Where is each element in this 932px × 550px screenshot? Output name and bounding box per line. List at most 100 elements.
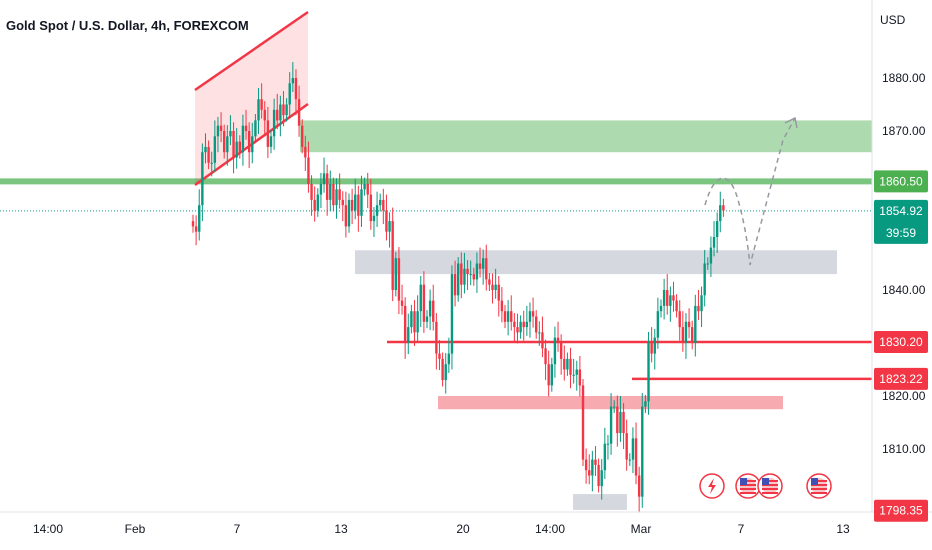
price-tag [874, 499, 928, 522]
candle-body [641, 406, 644, 497]
candle-body [678, 311, 681, 328]
candle-body [578, 369, 582, 386]
candle-body [653, 337, 656, 354]
candle-body [616, 406, 619, 434]
price-tag-label: 1830.20 [879, 335, 923, 349]
candle-body [463, 268, 466, 285]
price-tick-label: 1840.00 [882, 283, 926, 297]
price-tag [874, 330, 928, 353]
candle-body [722, 205, 725, 211]
candle-body [581, 385, 585, 460]
candle-body [675, 300, 678, 312]
candle-body [547, 364, 550, 386]
price-tag [874, 170, 928, 193]
candle-body [556, 337, 560, 343]
support-zone-gray [355, 250, 837, 275]
candle-body [681, 327, 685, 343]
demand-zone-pink [438, 396, 783, 410]
candle-body [332, 184, 335, 206]
candle-body [198, 205, 201, 232]
candle-body [606, 443, 610, 445]
candle-body [559, 343, 563, 359]
price-tick-label: 1820.00 [882, 389, 926, 403]
candle-body [410, 311, 413, 328]
candle-body [297, 99, 301, 126]
countdown-label: 39:59 [886, 226, 916, 240]
candle-body [382, 199, 385, 211]
candle-body [553, 337, 557, 365]
candle-body [500, 300, 504, 312]
candle-body [472, 274, 475, 280]
candle-body [659, 305, 663, 312]
candle-body [460, 263, 463, 285]
candle-body [385, 210, 388, 232]
projection-path [704, 117, 796, 266]
flag-canton [811, 478, 818, 485]
flag-canton [740, 478, 747, 485]
candle-body [622, 411, 625, 434]
candle-body [375, 205, 379, 216]
date-tick-label: 20 [456, 522, 470, 536]
candle-body [201, 152, 204, 206]
candle-body [372, 215, 376, 222]
candle-body [715, 221, 719, 237]
candle-body [600, 470, 603, 487]
candle-body [403, 305, 407, 343]
candle-body [634, 438, 638, 476]
candle-body [413, 311, 416, 333]
candle-body [719, 205, 722, 222]
candle-body [288, 83, 291, 105]
candle-body [519, 321, 522, 333]
candle-body [366, 184, 369, 195]
candle-body [619, 411, 622, 434]
candle-body [238, 141, 241, 153]
date-tick-label: 14:00 [33, 522, 63, 536]
candle-body [341, 199, 344, 206]
candle-body [669, 295, 672, 306]
candle-body [379, 199, 382, 206]
candle-body [478, 263, 482, 269]
candle-body [457, 263, 460, 296]
candle-body [210, 162, 213, 164]
candle-body [191, 221, 195, 227]
candle-body [569, 358, 572, 375]
flag-stripe [740, 484, 756, 486]
flag-stripe [811, 492, 827, 494]
candle-body [432, 300, 435, 322]
candle-body [684, 321, 688, 343]
candle-body [400, 300, 404, 306]
candle-body [625, 433, 628, 460]
candle-body [441, 358, 444, 381]
candle-body [329, 184, 332, 200]
candle-body [594, 459, 597, 465]
candle-body [694, 305, 697, 343]
lightning-glyph [708, 478, 716, 494]
candle-body [291, 78, 295, 84]
us-flag-event-icon [757, 473, 783, 499]
candle-body [232, 131, 235, 158]
date-tick-label: 13 [836, 522, 850, 536]
currency-label: USD [880, 13, 906, 27]
candle-body [697, 305, 700, 312]
channel-upper-line [194, 10, 309, 92]
date-tick-label: 14:00 [535, 522, 565, 536]
candle-body [428, 300, 432, 317]
candle-body [637, 475, 641, 497]
candle-body [310, 184, 313, 200]
price-tick-label: 1810.00 [882, 442, 926, 456]
candle-body [235, 141, 238, 158]
candle-body [251, 136, 254, 153]
candle-body [254, 120, 257, 137]
price-tick-label: 1880.00 [882, 71, 926, 85]
candle-body [656, 311, 660, 338]
candle-body [672, 295, 675, 301]
candle-body [491, 284, 494, 290]
candle-body [700, 295, 703, 312]
candles [191, 62, 725, 513]
price-tag [874, 199, 928, 244]
flag-stripe [762, 488, 778, 490]
candle-body [453, 274, 457, 296]
flag-stripe [762, 480, 778, 482]
lightning-event-icon [699, 473, 725, 499]
